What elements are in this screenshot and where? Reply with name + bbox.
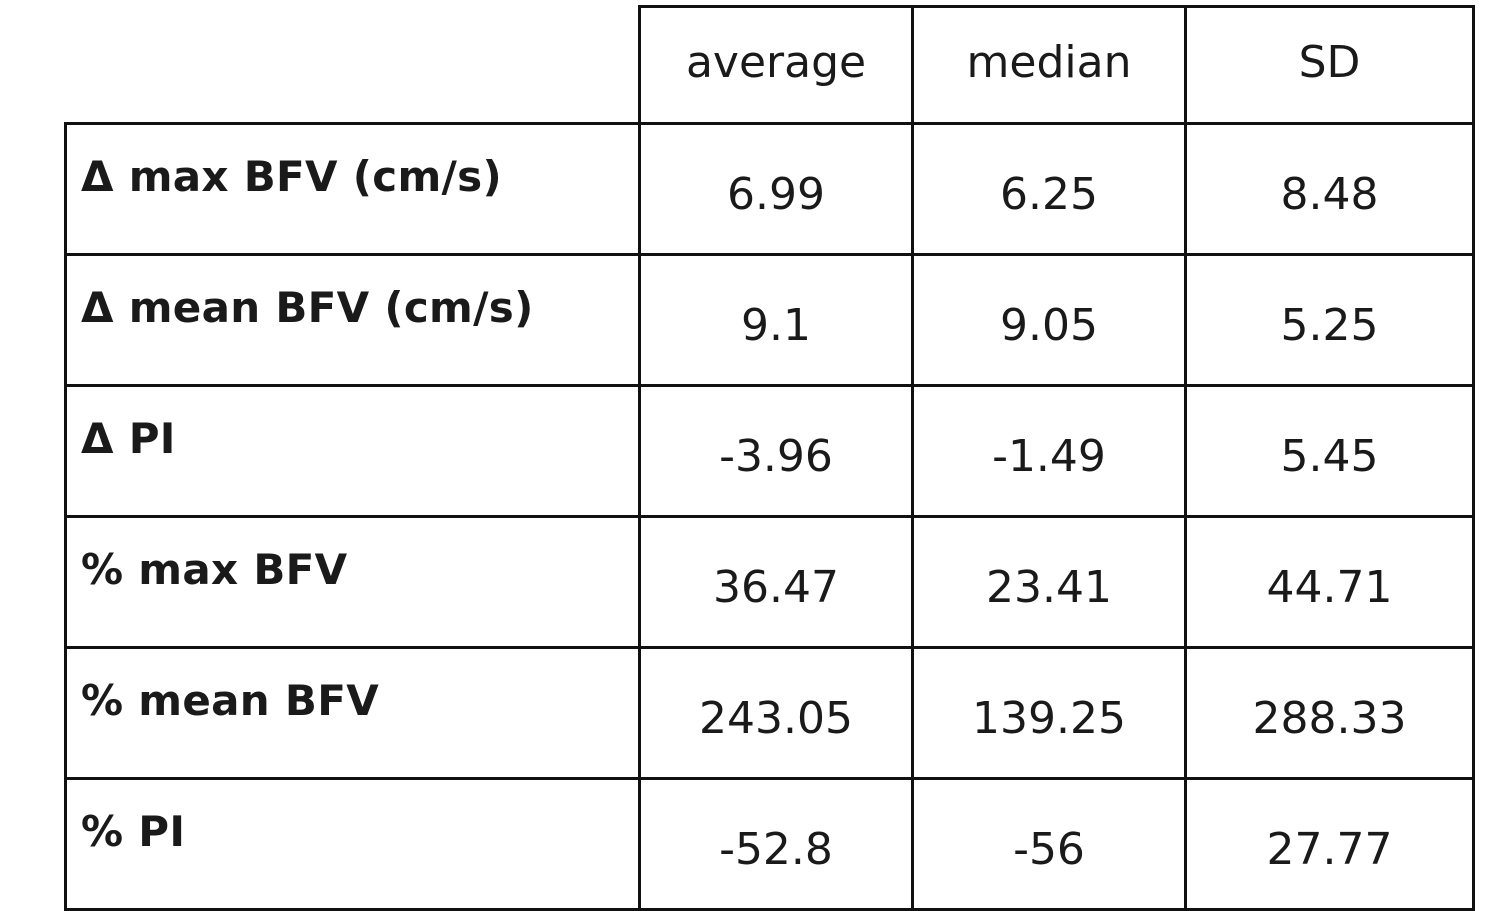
cell-median: -56 (911, 777, 1187, 911)
row-label: Δ mean BFV (cm/s) (64, 253, 641, 387)
cell-median: 6.25 (911, 122, 1187, 256)
cell-sd: 8.48 (1184, 122, 1475, 256)
table-row: % max BFV 36.47 23.41 44.71 (64, 515, 1475, 649)
cell-median: 139.25 (911, 646, 1187, 780)
column-header-sd: SD (1184, 5, 1475, 125)
row-label: Δ PI (64, 384, 641, 518)
cell-average: 243.05 (638, 646, 914, 780)
row-label: Δ max BFV (cm/s) (64, 122, 641, 256)
column-header-average: average (638, 5, 914, 125)
cell-sd: 27.77 (1184, 777, 1475, 911)
statistics-table: average median SD Δ max BFV (cm/s) 6.99 … (64, 5, 1475, 911)
table-row: Δ PI -3.96 -1.49 5.45 (64, 384, 1475, 518)
cell-average: 9.1 (638, 253, 914, 387)
cell-average: -3.96 (638, 384, 914, 518)
header-row: average median SD (65, 5, 1475, 125)
table-row: % mean BFV 243.05 139.25 288.33 (64, 646, 1475, 780)
cell-average: 36.47 (638, 515, 914, 649)
cell-sd: 5.45 (1184, 384, 1475, 518)
table-row: % PI -52.8 -56 27.77 (64, 777, 1475, 911)
cell-average: -52.8 (638, 777, 914, 911)
cell-median: 23.41 (911, 515, 1187, 649)
row-label: % mean BFV (64, 646, 641, 780)
cell-median: -1.49 (911, 384, 1187, 518)
cell-median: 9.05 (911, 253, 1187, 387)
cell-sd: 288.33 (1184, 646, 1475, 780)
row-label: % PI (64, 777, 641, 911)
cell-sd: 44.71 (1184, 515, 1475, 649)
table-row: Δ mean BFV (cm/s) 9.1 9.05 5.25 (64, 253, 1475, 387)
column-header-median: median (911, 5, 1187, 125)
cell-average: 6.99 (638, 122, 914, 256)
table-row: Δ max BFV (cm/s) 6.99 6.25 8.48 (64, 122, 1475, 256)
row-label: % max BFV (64, 515, 641, 649)
cell-sd: 5.25 (1184, 253, 1475, 387)
corner-cell (65, 6, 640, 125)
